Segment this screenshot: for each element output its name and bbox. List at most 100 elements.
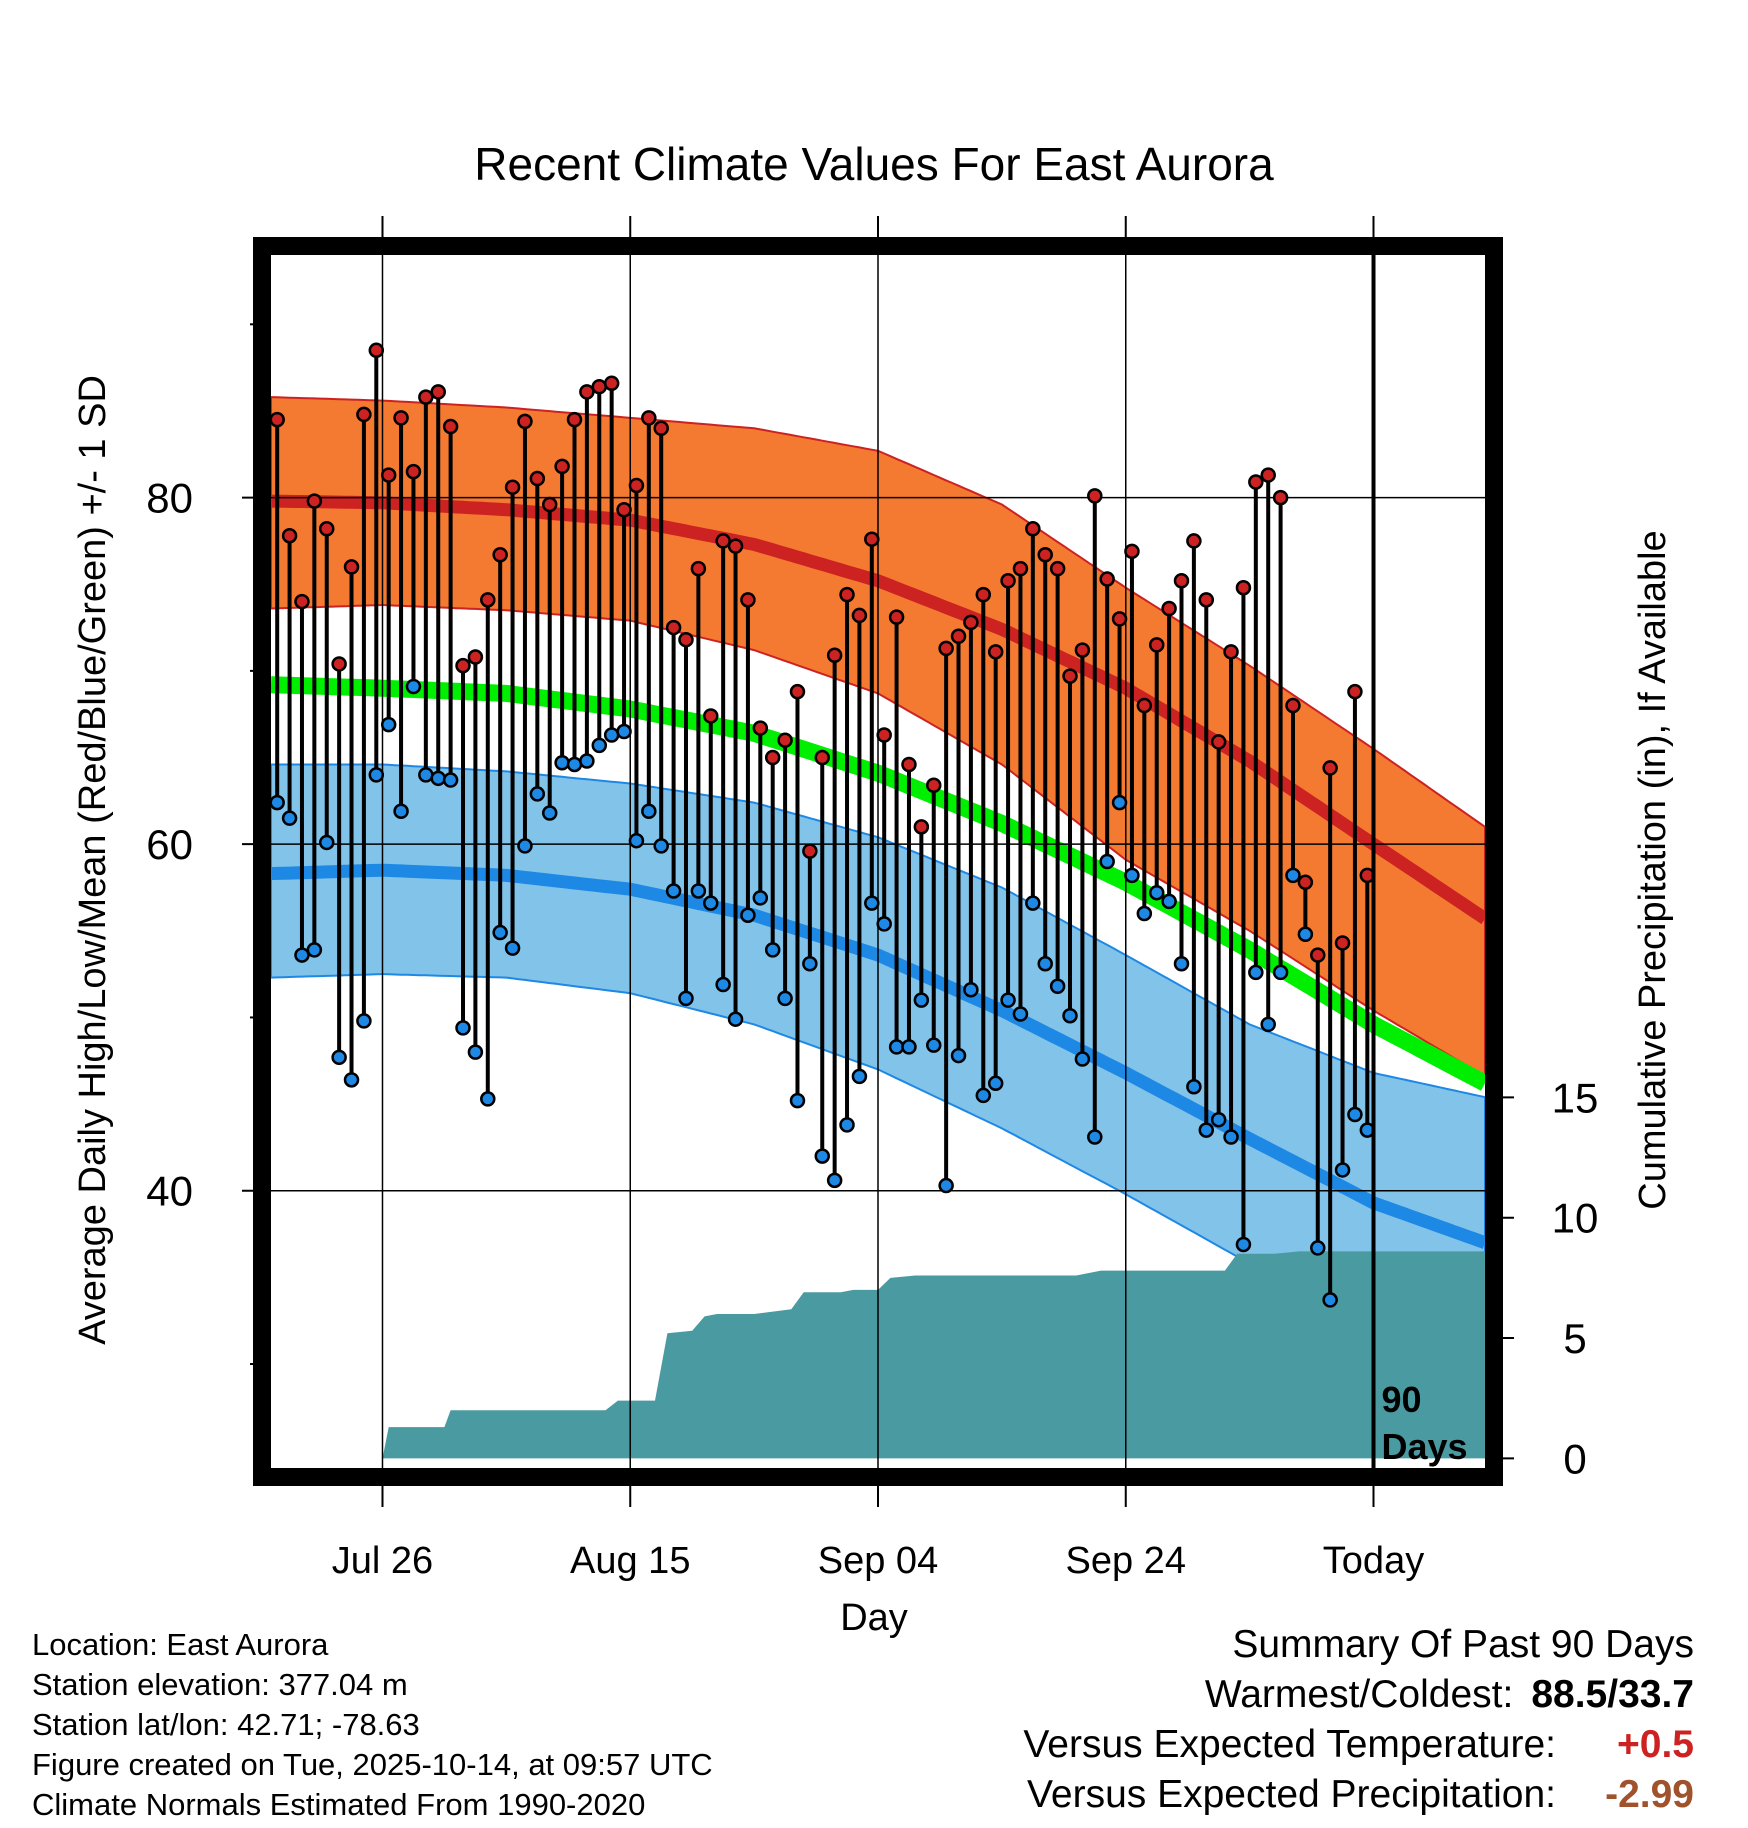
daily-low-point	[1148, 884, 1165, 901]
figure-created: Figure created on Tue, 2025-10-14, at 09…	[32, 1747, 713, 1782]
y-tick-label: 80	[146, 475, 193, 522]
daily-high-point	[678, 631, 694, 648]
daily-low-point	[740, 907, 756, 923]
daily-low-point	[975, 1087, 992, 1104]
daily-low-point	[864, 895, 880, 911]
daily-low-point	[925, 1037, 942, 1053]
y-axis-left: 40 60 80	[146, 323, 262, 1366]
precip-anomaly-label: Versus Expected Precipitation:	[1027, 1773, 1556, 1816]
daily-low-point	[678, 990, 694, 1007]
daily-low-point	[901, 1039, 917, 1055]
daily-low-point	[1074, 1051, 1091, 1067]
daily-high-point	[628, 477, 645, 494]
daily-points	[271, 342, 1376, 1308]
daily-high-point	[703, 708, 719, 724]
daily-low-point	[826, 1172, 843, 1189]
daily-low-point	[814, 1148, 831, 1164]
x-axis-label: Day	[840, 1597, 908, 1639]
daily-high-point	[566, 411, 583, 428]
y2-tick-label: 10	[1552, 1195, 1599, 1242]
daily-high-point	[504, 479, 521, 495]
daily-low-point	[851, 1068, 868, 1085]
daily-high-point	[1198, 592, 1215, 608]
daily-low-point	[1272, 964, 1289, 981]
precip-anomaly-value: -2.99	[1605, 1773, 1694, 1816]
daily-low-point	[1087, 1129, 1103, 1145]
daily-low-point	[331, 1049, 347, 1066]
daily-high-point	[938, 640, 954, 657]
daily-high-point	[1000, 573, 1016, 589]
daily-low-point	[1322, 1292, 1338, 1308]
daily-high-point	[950, 628, 967, 644]
daily-high-point	[826, 647, 843, 664]
summary-precip: Versus Expected Precipitation: -2.99	[1023, 1770, 1694, 1820]
daily-low-point	[665, 883, 682, 899]
y-tick-label: 60	[146, 821, 193, 868]
chart-title: Recent Climate Values For East Aurora	[474, 138, 1274, 190]
daily-low-point	[641, 803, 657, 819]
station-elevation: Station elevation: 377.04 m	[32, 1667, 408, 1702]
daily-low-point	[356, 1013, 372, 1029]
daily-high-point	[764, 749, 781, 766]
daily-low-point	[1062, 1007, 1078, 1024]
daily-high-point	[715, 533, 731, 549]
daily-low-point	[950, 1047, 967, 1064]
normals-period: Climate Normals Estimated From 1990-2020	[32, 1787, 646, 1822]
daily-high-point	[331, 656, 347, 672]
summary-panel: Summary Of Past 90 Days Warmest/Coldest:…	[1023, 1620, 1694, 1820]
daily-low-point	[529, 786, 546, 802]
daily-high-point	[356, 406, 372, 423]
daily-low-point	[504, 940, 521, 956]
daily-high-point	[517, 413, 533, 430]
daily-low-point	[616, 723, 632, 740]
daily-low-point	[789, 1092, 806, 1109]
daily-high-point	[888, 609, 905, 625]
daily-high-point	[603, 375, 620, 391]
daily-low-point	[876, 916, 892, 932]
daily-high-point	[1334, 935, 1351, 951]
daily-high-point	[851, 607, 868, 624]
daily-low-point	[1198, 1122, 1215, 1138]
daily-low-point	[752, 890, 769, 906]
daily-high-point	[492, 547, 508, 563]
daily-low-point	[1124, 867, 1140, 884]
daily-high-point	[1049, 560, 1066, 577]
temp-anomaly-value: +0.5	[1617, 1723, 1694, 1766]
y-axis-label: Average Daily High/Low/Mean (Red/Blue/Gr…	[72, 375, 114, 1345]
daily-low-point	[1136, 905, 1153, 922]
plot-frame	[253, 237, 1503, 1486]
today-marker-label: Days	[1382, 1426, 1468, 1467]
daily-high-point	[271, 411, 285, 428]
summary-heading: Summary Of Past 90 Days	[1232, 1623, 1694, 1666]
daily-low-point	[1049, 978, 1066, 995]
y2-tick-label: 15	[1552, 1074, 1599, 1121]
daily-low-point	[1223, 1129, 1239, 1145]
temp-anomaly-label: Versus Expected Temperature:	[1023, 1723, 1556, 1766]
daily-high-point	[554, 458, 570, 475]
daily-low-point	[1173, 955, 1190, 972]
daily-high-point	[480, 592, 496, 608]
daily-low-point	[393, 803, 409, 819]
y2-axis-label: Cumulative Precipitation (in), If Availa…	[1632, 530, 1674, 1209]
daily-high-point	[975, 586, 992, 603]
daily-high-point	[1161, 600, 1177, 617]
daily-high-point	[294, 593, 310, 610]
daily-high-point	[380, 467, 397, 483]
daily-low-point	[1347, 1106, 1363, 1123]
daily-high-point	[1347, 683, 1363, 700]
daily-high-point	[418, 389, 434, 405]
plot-area: 90 Days	[271, 255, 1485, 1468]
daily-low-point	[1260, 1016, 1276, 1033]
daily-low-point	[418, 767, 434, 783]
daily-low-point	[566, 756, 583, 773]
daily-low-point	[715, 976, 731, 993]
daily-high-point	[368, 342, 385, 359]
daily-low-point	[764, 942, 781, 958]
daily-low-point	[343, 1072, 360, 1088]
x-tick-label: Sep 24	[1066, 1540, 1186, 1582]
daily-low-point	[517, 838, 533, 854]
x-tick-label: Sep 04	[818, 1540, 938, 1582]
daily-low-point	[802, 955, 818, 972]
daily-high-point	[616, 501, 632, 518]
daily-high-point	[777, 732, 793, 748]
